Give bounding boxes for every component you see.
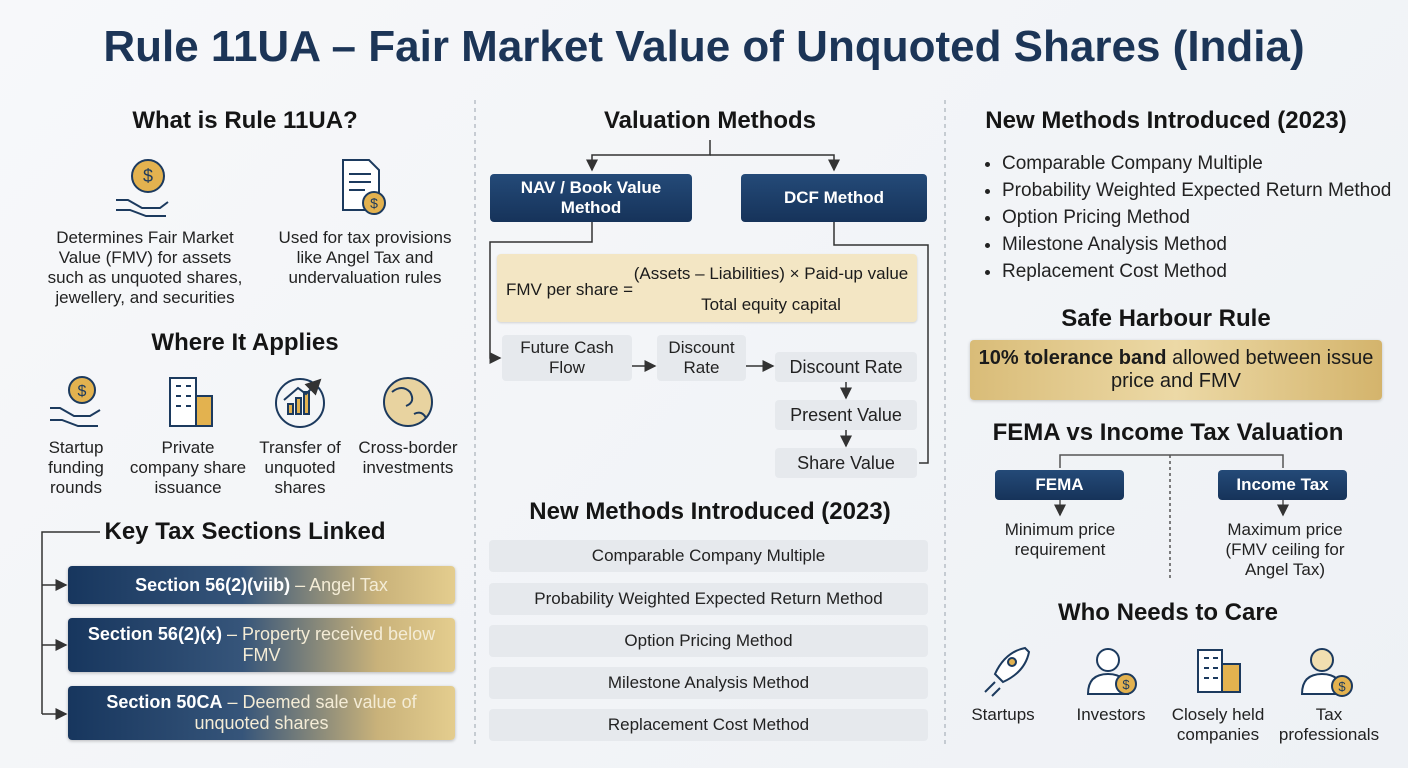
icon-globe [383, 377, 433, 427]
flow-step: Future Cash Flow [502, 335, 632, 381]
section-heading: New Methods Introduced (2023) [529, 498, 891, 525]
method-list: Comparable Company Multiple Probability … [980, 150, 1400, 285]
info-text: Determines Fair Market Value (FMV) for a… [47, 228, 243, 307]
svg-text:$: $ [370, 195, 378, 211]
method-box: DCF Method [741, 174, 927, 222]
section-desc: – Deemed sale value of unquoted shares [194, 692, 417, 733]
section-heading: Valuation Methods [603, 107, 816, 134]
section-heading: Safe Harbour Rule [1061, 305, 1271, 332]
method-bullet: Replacement Cost Method [1002, 258, 1400, 285]
icon-rocket [984, 646, 1031, 697]
section-heading: Who Needs to Care [1057, 599, 1279, 626]
section-desc: – Property received below FMV [226, 624, 436, 665]
section-code: Section 56(2)(x) [87, 624, 222, 644]
icon-growth [275, 378, 325, 428]
method-box: NAV / Book Value Method [490, 174, 692, 222]
section-bar: Section 50CA – Deemed sale value of unqu… [68, 686, 455, 740]
who-label: Startups [971, 705, 1035, 724]
applies-label: Transfer of unquoted shares [259, 438, 341, 497]
formula-denominator: Total equity capital [701, 295, 841, 314]
section-bar: Section 56(2)(x) – Property received bel… [68, 618, 455, 672]
section-code: Section 50CA [106, 692, 223, 712]
flow-step: Discount Rate [657, 335, 746, 381]
info-text: Used for tax provisions like Angel Tax a… [278, 228, 452, 287]
formula-lhs: FMV per share = [506, 280, 634, 299]
applies-label: Cross-border investments [358, 438, 458, 477]
section-text: Section 50CA – Deemed sale value of unqu… [82, 692, 441, 734]
icon-professional: $ [1300, 648, 1353, 697]
section-code: Section 56(2)(viib) [135, 574, 291, 595]
icon-startup: $ [50, 376, 101, 427]
page-title: Rule 11UA – Fair Market Value of Unquote… [103, 22, 1305, 71]
fema-text: Minimum price requirement [1004, 520, 1116, 559]
icon-hand-coin: $ [116, 159, 169, 217]
fema-box: Income Tax [1218, 470, 1347, 500]
safe-harbour-bold: 10% tolerance band [978, 347, 1167, 369]
bracket [41, 531, 100, 720]
method-bullet: Comparable Company Multiple [1002, 150, 1400, 177]
icon-company [1197, 649, 1241, 693]
applies-label: Startup funding rounds [48, 438, 104, 497]
svg-text:$: $ [1122, 677, 1130, 692]
section-heading: New Methods Introduced (2023) [985, 107, 1347, 134]
method-item: Milestone Analysis Method [489, 667, 928, 699]
svg-text:$: $ [143, 166, 153, 186]
formula-box: FMV per share = (Assets – Liabilities) ×… [497, 254, 917, 322]
section-bar: Section 56(2)(viib) – Angel Tax [68, 566, 455, 604]
icon-document: $ [342, 159, 386, 215]
section-heading: Where It Applies [151, 329, 339, 356]
formula-numerator: (Assets – Liabilities) × Paid-up value [633, 264, 909, 283]
icon-building [169, 377, 213, 427]
method-bullet: Probability Weighted Expected Return Met… [1002, 177, 1400, 204]
section-heading: What is Rule 11UA? [132, 107, 358, 134]
svg-text:$: $ [78, 383, 87, 400]
section-text: Section 56(2)(viib) – Angel Tax [135, 575, 388, 596]
section-heading: Key Tax Sections Linked [104, 518, 386, 545]
fema-text: Maximum price (FMV ceiling for Angel Tax… [1225, 520, 1345, 579]
flow-step: Present Value [775, 400, 917, 430]
section-desc: – Angel Tax [295, 574, 388, 595]
fema-box: FEMA [995, 470, 1124, 500]
flow-lines [489, 140, 929, 464]
who-label: Tax professionals [1278, 705, 1380, 744]
flow-step: Discount Rate [775, 352, 917, 382]
method-item: Probability Weighted Expected Return Met… [489, 583, 928, 615]
fema-tree [1054, 454, 1289, 580]
method-item: Comparable Company Multiple [489, 540, 928, 572]
method-item: Replacement Cost Method [489, 709, 928, 741]
applies-label: Private company share issuance [129, 438, 247, 497]
section-heading: FEMA vs Income Tax Valuation [992, 419, 1344, 446]
svg-text:$: $ [1338, 679, 1346, 694]
who-label: Closely held companies [1171, 705, 1265, 744]
who-label: Investors [1076, 705, 1146, 724]
method-bullet: Option Pricing Method [1002, 204, 1400, 231]
icon-investor: $ [1086, 648, 1137, 695]
safe-harbour-text: allowed between issue price and FMV [1110, 347, 1374, 392]
flow-step: Share Value [775, 448, 917, 478]
method-bullet: Milestone Analysis Method [1002, 231, 1400, 258]
section-text: Section 56(2)(x) – Property received bel… [82, 624, 441, 666]
method-item: Option Pricing Method [489, 625, 928, 657]
safe-harbour-box: 10% tolerance band allowed between issue… [970, 340, 1382, 400]
